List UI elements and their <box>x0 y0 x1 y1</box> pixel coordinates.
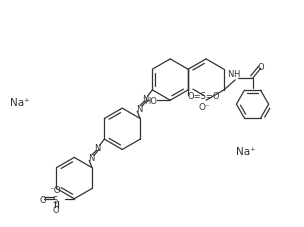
Text: Na⁺: Na⁺ <box>10 98 29 108</box>
Text: N: N <box>136 104 142 113</box>
Text: O: O <box>52 205 59 214</box>
Text: O=S=O: O=S=O <box>188 92 220 101</box>
Text: O: O <box>258 63 264 72</box>
Text: O: O <box>39 195 46 204</box>
Text: O⁻: O⁻ <box>198 103 210 112</box>
Text: Na⁺: Na⁺ <box>237 146 256 156</box>
Text: S: S <box>53 195 58 204</box>
Text: N: N <box>88 153 94 162</box>
Text: N: N <box>227 70 233 79</box>
Text: N: N <box>143 94 149 104</box>
Text: N: N <box>95 143 101 153</box>
Text: HO: HO <box>144 96 157 105</box>
Text: ⁻O: ⁻O <box>50 185 61 194</box>
Text: H: H <box>233 70 240 79</box>
